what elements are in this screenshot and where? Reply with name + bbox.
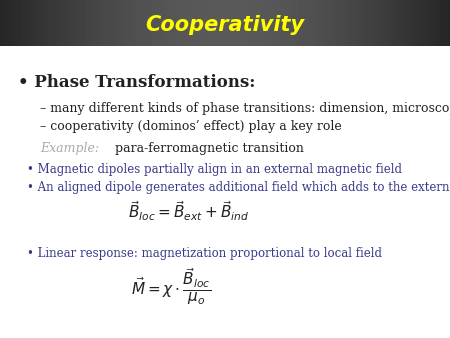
Text: Cooperativity: Cooperativity <box>145 15 305 35</box>
Text: • An aligned dipole generates additional field which adds to the external fiel:: • An aligned dipole generates additional… <box>27 181 450 194</box>
Text: – cooperativity (dominos’ effect) play a key role: – cooperativity (dominos’ effect) play a… <box>40 120 342 132</box>
Text: – many different kinds of phase transitions: dimension, microscopic origin…: – many different kinds of phase transiti… <box>40 102 450 115</box>
Text: • Magnetic dipoles partially align in an external magnetic field: • Magnetic dipoles partially align in an… <box>27 163 402 176</box>
Text: • Phase Transformations:: • Phase Transformations: <box>18 74 256 91</box>
Text: Example:: Example: <box>40 142 99 155</box>
Text: para-ferromagnetic transition: para-ferromagnetic transition <box>115 142 304 155</box>
Text: • Linear response: magnetization proportional to local field: • Linear response: magnetization proport… <box>27 247 382 260</box>
Text: $\vec{M} = \chi \cdot \dfrac{\vec{B}_{loc}}{\mu_{o}}$: $\vec{M} = \chi \cdot \dfrac{\vec{B}_{lo… <box>131 267 211 307</box>
Text: $\vec{B}_{loc} = \vec{B}_{ext} + \vec{B}_{ind}$: $\vec{B}_{loc} = \vec{B}_{ext} + \vec{B}… <box>128 199 250 223</box>
